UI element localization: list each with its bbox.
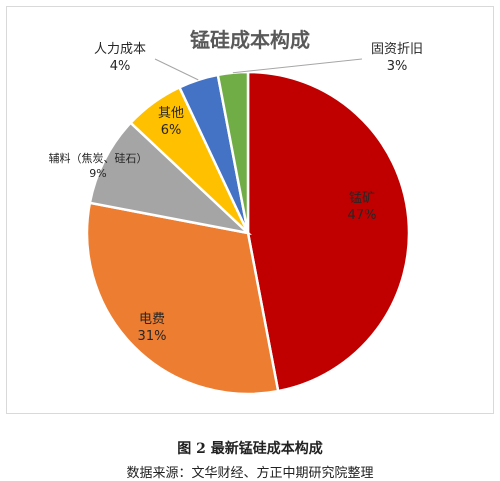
slice-percent-4: 6% [161, 123, 182, 138]
slice-label-3: 辅料（焦炭、硅石） [49, 151, 148, 165]
slice-percent-3: 9% [89, 167, 106, 180]
pie-slice-2 [85, 201, 280, 396]
slice-percent-1: 47% [348, 208, 377, 223]
pie-slice-3 [88, 121, 252, 236]
slice-percent-6: 3% [387, 59, 408, 74]
leader-line-5 [154, 58, 199, 81]
slice-percent-5: 4% [110, 59, 131, 74]
chart-title: 锰硅成本构成 [190, 28, 310, 52]
slice-label-4: 其他 [158, 106, 184, 121]
data-source-note: 数据来源：文华财经、方正中期研究院整理 [126, 466, 374, 481]
pie-slice-1 [246, 70, 411, 393]
leader-line-6 [232, 58, 363, 74]
pie-chart: 锰硅成本构成 锰矿 47% 电费 31% 辅料（焦炭、硅石） 9% 其他 6% 人力成本 4% 固资… [49, 28, 423, 396]
slice-percent-2: 31% [138, 329, 167, 344]
slice-label-5: 人力成本 [94, 42, 146, 57]
figure-caption: 图 2 最新锰硅成本构成 [177, 441, 323, 457]
slice-label-6: 固资折旧 [371, 42, 423, 57]
slice-label-1: 锰矿 [349, 191, 375, 206]
slice-label-2: 电费 [139, 312, 165, 327]
